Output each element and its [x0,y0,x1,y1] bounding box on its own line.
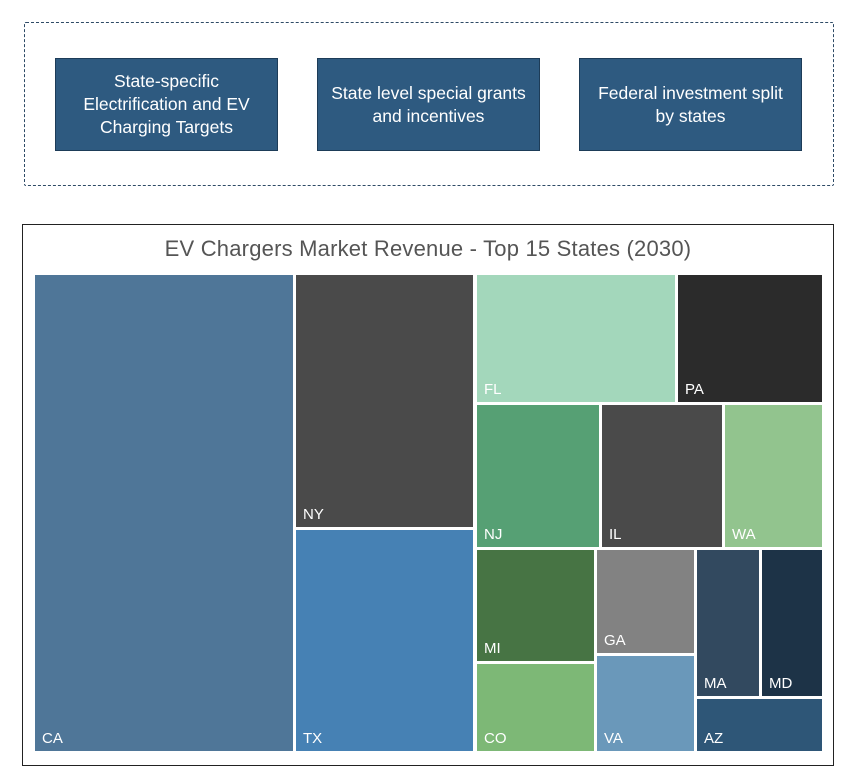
tile-mi [477,550,594,661]
tile-ny [296,275,473,527]
tile-label-md: MD [769,675,792,692]
tile-wa [725,405,822,547]
tile-label-tx: TX [303,730,322,747]
tile-az [697,699,822,751]
tile-label-ga: GA [604,632,626,649]
tile-co [477,664,594,751]
tile-label-wa: WA [732,526,756,543]
tile-label-mi: MI [484,640,501,657]
tile-label-pa: PA [685,381,704,398]
chart-title: EV Chargers Market Revenue - Top 15 Stat… [164,236,692,261]
tile-label-co: CO [484,730,507,747]
driver-electrification-targets: State-specific Electrification and EV Ch… [55,58,278,151]
driver-label: State-specific Electrification and EV Ch… [83,71,250,137]
tile-ma [697,550,759,696]
tile-label-ca: CA [42,730,63,747]
driver-state-grants: State level special grants and incentive… [317,58,540,151]
tile-label-va: VA [604,730,623,747]
driver-federal-investment: Federal investment split by states [579,58,802,151]
drivers-panel [24,22,834,186]
tile-md [762,550,822,696]
tile-tx [296,530,473,751]
tile-va [597,656,694,751]
driver-label: Federal investment split by states [598,82,783,126]
tile-label-nj: NJ [484,526,502,543]
tile-label-ma: MA [704,675,727,692]
driver-label: State level special grants and incentive… [331,82,526,126]
tile-label-az: AZ [704,730,723,747]
tile-il [602,405,722,547]
tile-label-il: IL [609,526,622,543]
tile-label-fl: FL [484,381,502,398]
tile-nj [477,405,599,547]
tile-pa [678,275,822,402]
tile-fl [477,275,675,402]
tile-ca [35,275,293,751]
tile-ga [597,550,694,653]
tile-label-ny: NY [303,506,324,523]
